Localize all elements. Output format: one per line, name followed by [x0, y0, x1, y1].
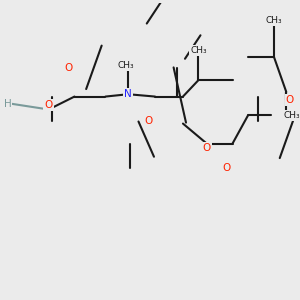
Text: H: H	[4, 99, 11, 109]
Text: O: O	[44, 100, 53, 110]
Text: O: O	[222, 163, 230, 173]
Text: O: O	[202, 143, 211, 153]
Text: CH₃: CH₃	[118, 61, 134, 70]
Text: O: O	[145, 116, 153, 126]
Text: CH₃: CH₃	[284, 111, 300, 120]
Text: O: O	[286, 95, 294, 105]
Text: CH₃: CH₃	[190, 46, 207, 55]
Text: N: N	[124, 89, 132, 99]
Text: O: O	[64, 63, 72, 74]
Text: CH₃: CH₃	[266, 16, 282, 25]
